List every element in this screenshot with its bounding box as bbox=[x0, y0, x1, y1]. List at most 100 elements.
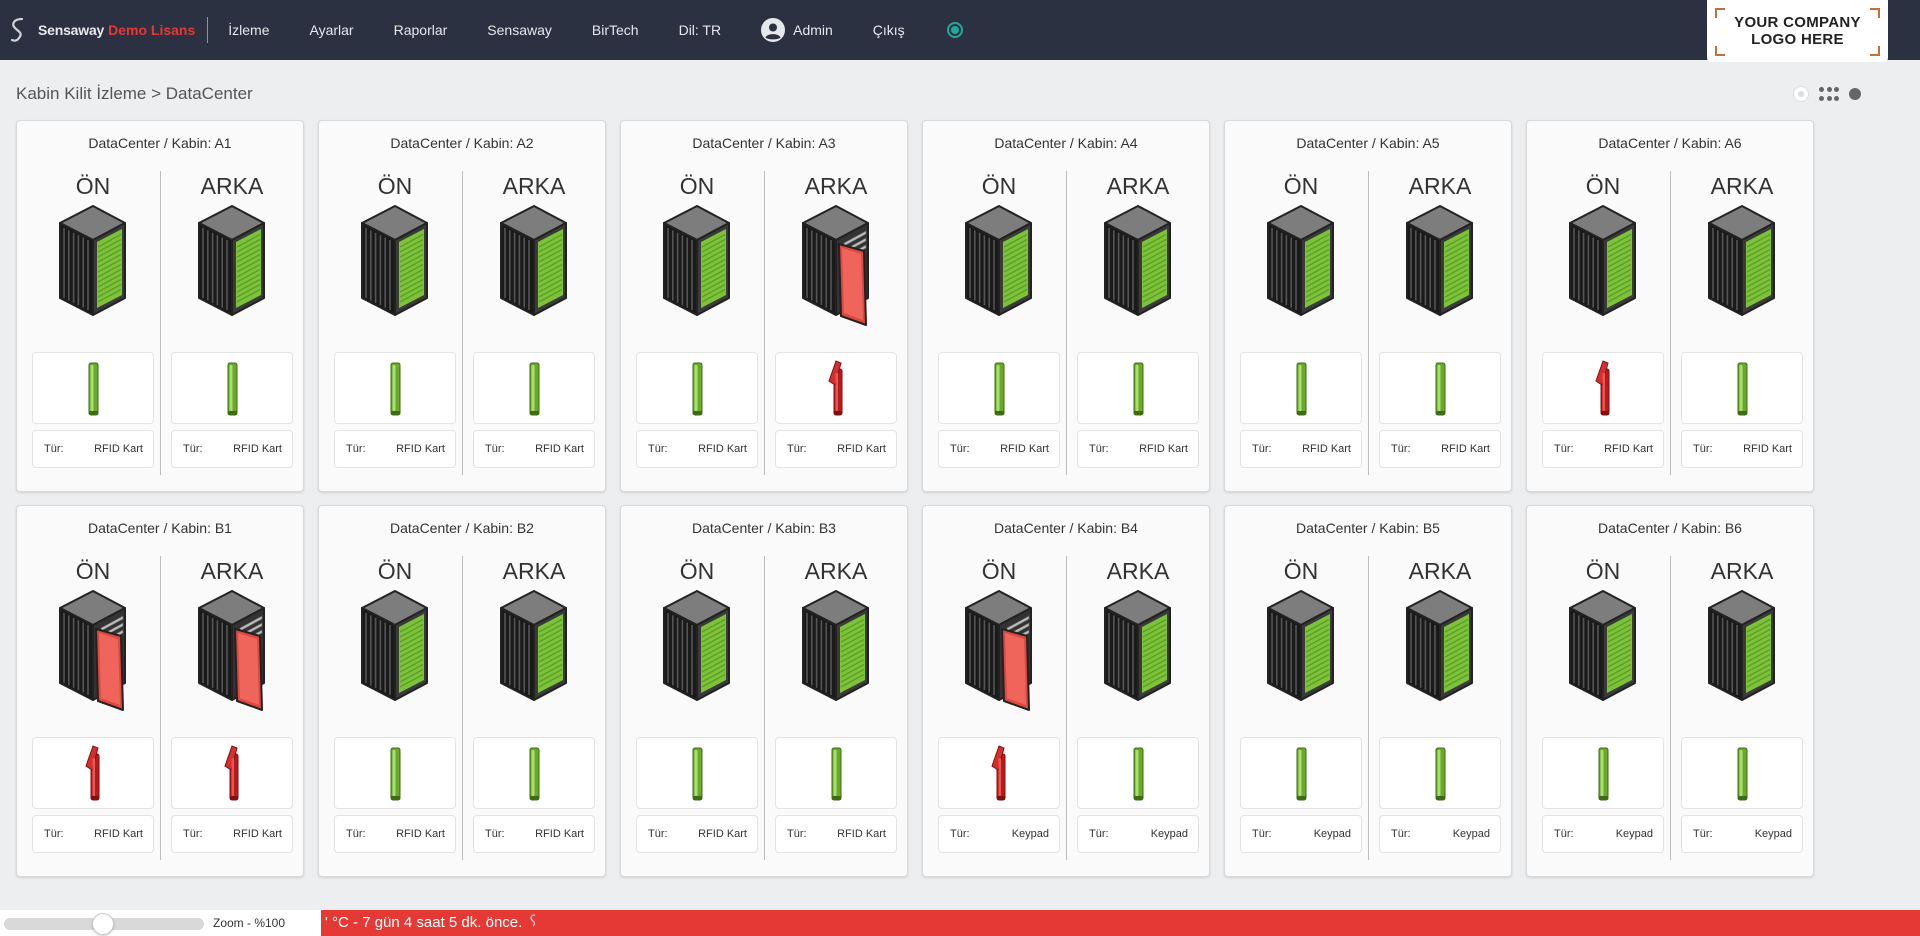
lock-type-value: RFID Kart bbox=[1000, 443, 1049, 455]
sensaway-small-icon bbox=[530, 914, 536, 927]
nav-item-sensaway[interactable]: Sensaway bbox=[487, 22, 552, 38]
lock-status[interactable] bbox=[938, 737, 1060, 809]
rack-image[interactable] bbox=[331, 203, 459, 338]
rack-image[interactable] bbox=[1074, 588, 1202, 723]
cabinet-card[interactable]: DataCenter / Kabin: A6 ÖN Tür: RFID Kart ARK… bbox=[1526, 120, 1814, 492]
rack-image[interactable] bbox=[1539, 588, 1667, 723]
rack-image[interactable] bbox=[331, 588, 459, 723]
rack-image[interactable] bbox=[29, 203, 157, 338]
alert-ticker[interactable]: ' °C - 7 gün 4 saat 5 dk. önce. bbox=[321, 910, 1920, 936]
lock-status[interactable] bbox=[1379, 352, 1501, 424]
lock-type-label: Tür: bbox=[183, 443, 203, 455]
lock-status[interactable] bbox=[1077, 352, 1199, 424]
lock-status[interactable] bbox=[1379, 737, 1501, 809]
rack-image[interactable] bbox=[935, 203, 1063, 338]
rack-image[interactable] bbox=[470, 588, 598, 723]
cabinet-card[interactable]: DataCenter / Kabin: B1 ÖN Tür: RFID Kart ARK… bbox=[16, 505, 304, 877]
cabinet-title: DataCenter / Kabin: A6 bbox=[1598, 135, 1742, 151]
lock-type-value: RFID Kart bbox=[837, 828, 886, 840]
lock-type: Tür: RFID Kart bbox=[171, 815, 293, 853]
lock-status[interactable] bbox=[32, 737, 154, 809]
door-back-label: ARKA bbox=[1710, 558, 1774, 584]
lock-status[interactable] bbox=[775, 352, 897, 424]
rack-closed-icon bbox=[663, 205, 730, 316]
lock-handle-unlocked-icon bbox=[224, 745, 239, 801]
lock-status[interactable] bbox=[636, 737, 758, 809]
lock-status[interactable] bbox=[636, 352, 758, 424]
lock-type: Tür: Keypad bbox=[1681, 815, 1803, 853]
lock-status[interactable] bbox=[334, 737, 456, 809]
lock-status[interactable] bbox=[1240, 352, 1362, 424]
rack-image[interactable] bbox=[935, 588, 1063, 723]
lock-status[interactable] bbox=[1681, 737, 1803, 809]
lock-handle-locked-icon bbox=[227, 362, 238, 416]
view-large-icon[interactable] bbox=[1849, 88, 1861, 100]
rack-image[interactable] bbox=[1678, 203, 1806, 338]
nav-item-birtech[interactable]: BirTech bbox=[591, 22, 639, 38]
door-front-label: ÖN bbox=[75, 173, 111, 199]
lock-type-value: RFID Kart bbox=[233, 443, 282, 455]
rack-image[interactable] bbox=[168, 588, 296, 723]
rack-image[interactable] bbox=[168, 203, 296, 338]
nav-item-admin[interactable]: Admin bbox=[761, 18, 833, 42]
rack-image[interactable] bbox=[1376, 588, 1504, 723]
door-front: ÖN Tür: RFID Kart bbox=[935, 171, 1063, 468]
lock-status[interactable] bbox=[171, 352, 293, 424]
lock-status[interactable] bbox=[775, 737, 897, 809]
rack-image[interactable] bbox=[633, 588, 761, 723]
cabinet-card[interactable]: DataCenter / Kabin: B6 ÖN Tür: Keypad ARKA Tü… bbox=[1526, 505, 1814, 877]
lock-status[interactable] bbox=[473, 352, 595, 424]
lock-handle-locked-icon bbox=[1296, 747, 1307, 801]
lock-handle-unlocked-icon bbox=[85, 745, 100, 801]
cabinet-card[interactable]: DataCenter / Kabin: A2 ÖN Tür: RFID Kart ARK… bbox=[318, 120, 606, 492]
lock-status[interactable] bbox=[1077, 737, 1199, 809]
nav-item-izleme[interactable]: İzleme bbox=[228, 22, 270, 38]
rack-image[interactable] bbox=[1678, 588, 1806, 723]
rack-closed-icon bbox=[1406, 590, 1473, 701]
cabinet-card[interactable]: DataCenter / Kabin: A3 ÖN Tür: RFID Kart ARK… bbox=[620, 120, 908, 492]
nav-item-logout[interactable]: Çıkış bbox=[872, 22, 905, 38]
cabinet-card[interactable]: DataCenter / Kabin: B2 ÖN Tür: RFID Kart ARK… bbox=[318, 505, 606, 877]
lock-status[interactable] bbox=[1542, 352, 1664, 424]
rack-image[interactable] bbox=[633, 203, 761, 338]
view-small-icon[interactable] bbox=[1793, 86, 1809, 102]
cabinet-card[interactable]: DataCenter / Kabin: B4 ÖN Tür: Keypad ARKA Tü… bbox=[922, 505, 1210, 877]
cabinet-card[interactable]: DataCenter / Kabin: A4 ÖN Tür: RFID Kart ARK… bbox=[922, 120, 1210, 492]
rack-image[interactable] bbox=[29, 588, 157, 723]
lock-status[interactable] bbox=[334, 352, 456, 424]
lock-status[interactable] bbox=[473, 737, 595, 809]
cabinet-card[interactable]: DataCenter / Kabin: B5 ÖN Tür: Keypad ARKA Tü… bbox=[1224, 505, 1512, 877]
rack-image[interactable] bbox=[1376, 203, 1504, 338]
rack-image[interactable] bbox=[1539, 203, 1667, 338]
zoom-slider-handle[interactable] bbox=[92, 913, 114, 935]
nav-item-ayarlar[interactable]: Ayarlar bbox=[309, 22, 354, 38]
lock-type-label: Tür: bbox=[950, 443, 970, 455]
rack-image[interactable] bbox=[470, 203, 598, 338]
rack-closed-icon bbox=[1569, 205, 1636, 316]
rack-image[interactable] bbox=[772, 203, 900, 338]
lock-type-label: Tür: bbox=[1391, 443, 1411, 455]
cabinet-card[interactable]: DataCenter / Kabin: A1 ÖN Tür: RFID Kart ARK… bbox=[16, 120, 304, 492]
door-back-label: ARKA bbox=[1710, 173, 1774, 199]
lock-status[interactable] bbox=[1542, 737, 1664, 809]
rack-image[interactable] bbox=[772, 588, 900, 723]
brand[interactable]: Sensaway Demo Lisans bbox=[0, 0, 228, 60]
lock-status[interactable] bbox=[171, 737, 293, 809]
lock-status[interactable] bbox=[32, 352, 154, 424]
view-grid-icon[interactable] bbox=[1819, 87, 1839, 101]
cabinet-card[interactable]: DataCenter / Kabin: A5 ÖN Tür: RFID Kart ARK… bbox=[1224, 120, 1512, 492]
lock-status[interactable] bbox=[938, 352, 1060, 424]
rack-image[interactable] bbox=[1074, 203, 1202, 338]
rack-image[interactable] bbox=[1237, 203, 1365, 338]
lock-status[interactable] bbox=[1681, 352, 1803, 424]
rack-image[interactable] bbox=[1237, 588, 1365, 723]
door-back-label: ARKA bbox=[502, 173, 566, 199]
lock-status[interactable] bbox=[1240, 737, 1362, 809]
door-front: ÖN Tür: RFID Kart bbox=[633, 556, 761, 853]
lock-type-value: RFID Kart bbox=[698, 828, 747, 840]
cabinet-card[interactable]: DataCenter / Kabin: B3 ÖN Tür: RFID Kart ARK… bbox=[620, 505, 908, 877]
lock-type-value: RFID Kart bbox=[94, 828, 143, 840]
nav-item-raporlar[interactable]: Raporlar bbox=[393, 22, 448, 38]
nav-item-dil[interactable]: Dil: TR bbox=[678, 22, 722, 38]
lock-type: Tür: RFID Kart bbox=[473, 815, 595, 853]
